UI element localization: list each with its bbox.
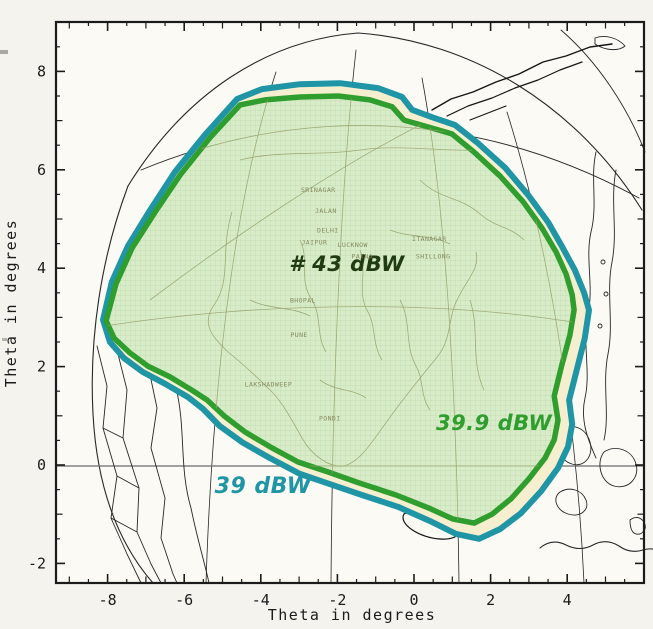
x-tick-label: 4 <box>563 591 572 609</box>
andaman-island <box>603 291 609 297</box>
scan-smudge <box>2 338 7 341</box>
map-city-label: PUNE <box>290 331 307 339</box>
y-tick-label: 8 <box>37 62 46 80</box>
y-tick-label: 4 <box>37 259 46 277</box>
contour-label: 39 dBW <box>215 474 313 499</box>
map-city-label: ITANAGAR <box>412 235 447 243</box>
scan-smudge <box>0 50 8 54</box>
y-tick-label: 0 <box>37 456 46 474</box>
himalaya-range <box>431 43 613 111</box>
map-city-label: SHILLONG <box>416 252 451 260</box>
y-tick-label: 6 <box>37 161 46 179</box>
y-tick-label: 2 <box>37 358 46 376</box>
x-tick-label: 0 <box>409 591 418 609</box>
axis-ticks: -8 -6 -4 -2 0 2 4 -2 0 2 4 6 8 <box>28 21 644 609</box>
map-city-label: DELHI <box>317 226 339 234</box>
map-city-label: JALAN <box>315 207 337 215</box>
india-outline <box>207 211 478 467</box>
x-tick-label: 2 <box>486 591 495 609</box>
island-blob <box>555 488 588 516</box>
map-city-label: JAIPUR <box>301 239 327 247</box>
coverage-contours <box>100 80 592 542</box>
coastline-arabia <box>148 369 178 584</box>
x-tick-label: -8 <box>99 591 117 609</box>
earth-limb-top <box>127 32 643 211</box>
map-city-label: LAKSHADWEEP <box>245 380 292 388</box>
andaman-island <box>600 259 606 265</box>
labels: # 43 dBW 39.9 dBW 39 dBW SRINAGAR JALAN DELHI… <box>215 186 553 499</box>
map-city-label: LUCKNOW <box>338 241 368 249</box>
island-blob <box>599 448 638 488</box>
x-axis-title: Theta in degrees <box>268 606 437 624</box>
earth-limb-left <box>91 185 154 584</box>
andaman-island <box>597 323 603 329</box>
coastline-arabia <box>175 387 210 584</box>
coastline-se-asia <box>603 169 617 441</box>
x-tick-label: -2 <box>328 591 346 609</box>
coastline-ne <box>594 35 626 51</box>
himalaya-range <box>446 61 583 117</box>
contour-label: # 43 dBW <box>289 252 405 276</box>
himalaya-range <box>469 105 507 121</box>
y-tick-label: -2 <box>28 554 46 572</box>
contour-label: 39.9 dBW <box>436 411 553 435</box>
y-axis-title: Theta in degrees <box>2 219 20 388</box>
axis-frame <box>54 20 646 585</box>
map-city-label: BHOPAL <box>290 297 316 305</box>
x-tick-label: -6 <box>175 591 193 609</box>
map-city-label: SRINAGAR <box>301 186 336 194</box>
contour-39_9dbw <box>103 93 577 526</box>
coastline-connector <box>102 427 140 533</box>
map-city-label: PATNA <box>352 252 374 260</box>
x-tick-label: -4 <box>252 591 270 609</box>
limb-corner-arc <box>560 29 646 153</box>
map-city-label: PONDI <box>319 415 341 423</box>
